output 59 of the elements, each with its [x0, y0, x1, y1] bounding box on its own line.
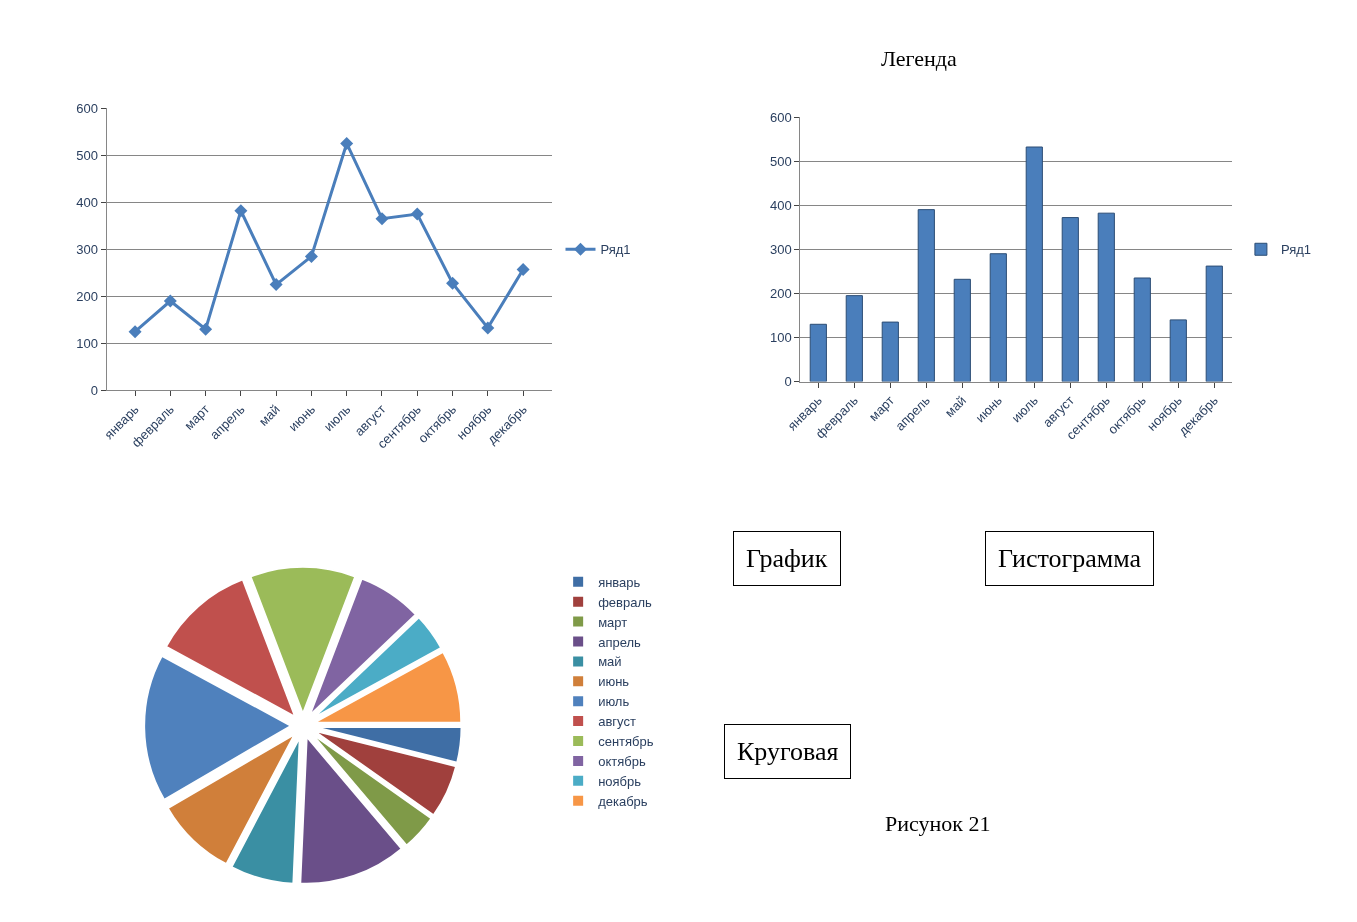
bar [917, 209, 935, 382]
legend-label: июль [598, 694, 630, 710]
legend-label: Ряд1 [1280, 242, 1312, 258]
bar [1097, 212, 1115, 382]
point [340, 136, 354, 150]
point [481, 321, 495, 335]
point [128, 325, 142, 339]
legend-label: июнь [598, 674, 630, 690]
legend-label: февраль [598, 594, 653, 610]
point [234, 204, 248, 218]
text: Рисунок 21 [885, 811, 991, 836]
bar [1061, 217, 1079, 382]
point [516, 263, 530, 277]
legend-label: декабрь [598, 793, 648, 809]
legend-label: ноябрь [598, 773, 642, 789]
y-tick-label: 400 [76, 194, 98, 210]
y-tick-label: 0 [90, 382, 98, 398]
legend-label: май [598, 654, 622, 670]
bar [1169, 319, 1187, 382]
y-tick-label: 200 [76, 288, 98, 304]
y-tick-label: 600 [76, 100, 98, 116]
bar [1205, 265, 1223, 382]
y-tick-label: 100 [76, 335, 98, 351]
point [410, 207, 424, 221]
point [446, 276, 460, 290]
bar [845, 295, 863, 382]
y-tick-label: 300 [76, 241, 98, 257]
y-tick-label: 500 [76, 147, 98, 163]
text: Легенда [881, 46, 957, 71]
legend-label: январь [598, 574, 641, 590]
point [375, 212, 389, 226]
x-tick-label: май [941, 392, 970, 421]
legend-label: март [598, 614, 628, 630]
bar [1025, 146, 1043, 382]
text: График [746, 544, 828, 573]
point [199, 322, 213, 336]
bar [1133, 277, 1151, 382]
legend-label: Ряд1 [600, 242, 631, 258]
y-tick-label: 100 [770, 330, 792, 346]
legend-label: апрель [598, 634, 642, 650]
legend-label: сентябрь [598, 734, 654, 750]
bar [881, 321, 899, 382]
point [304, 249, 318, 263]
text: Гистограмма [998, 544, 1142, 573]
point [163, 294, 177, 308]
legend-label: август [598, 714, 636, 730]
y-tick-label: 200 [770, 285, 792, 301]
bar [953, 278, 971, 382]
y-tick-label: 0 [784, 374, 792, 390]
legend-label: октябрь [598, 753, 646, 769]
y-tick-label: 600 [770, 109, 792, 125]
text: Круговая [737, 737, 839, 766]
point [269, 278, 283, 292]
y-tick-label: 400 [770, 197, 792, 213]
bar [809, 323, 827, 382]
y-tick-label: 300 [770, 241, 792, 257]
y-tick-label: 500 [770, 153, 792, 169]
x-tick-label: май [255, 401, 283, 429]
bar [989, 253, 1007, 382]
